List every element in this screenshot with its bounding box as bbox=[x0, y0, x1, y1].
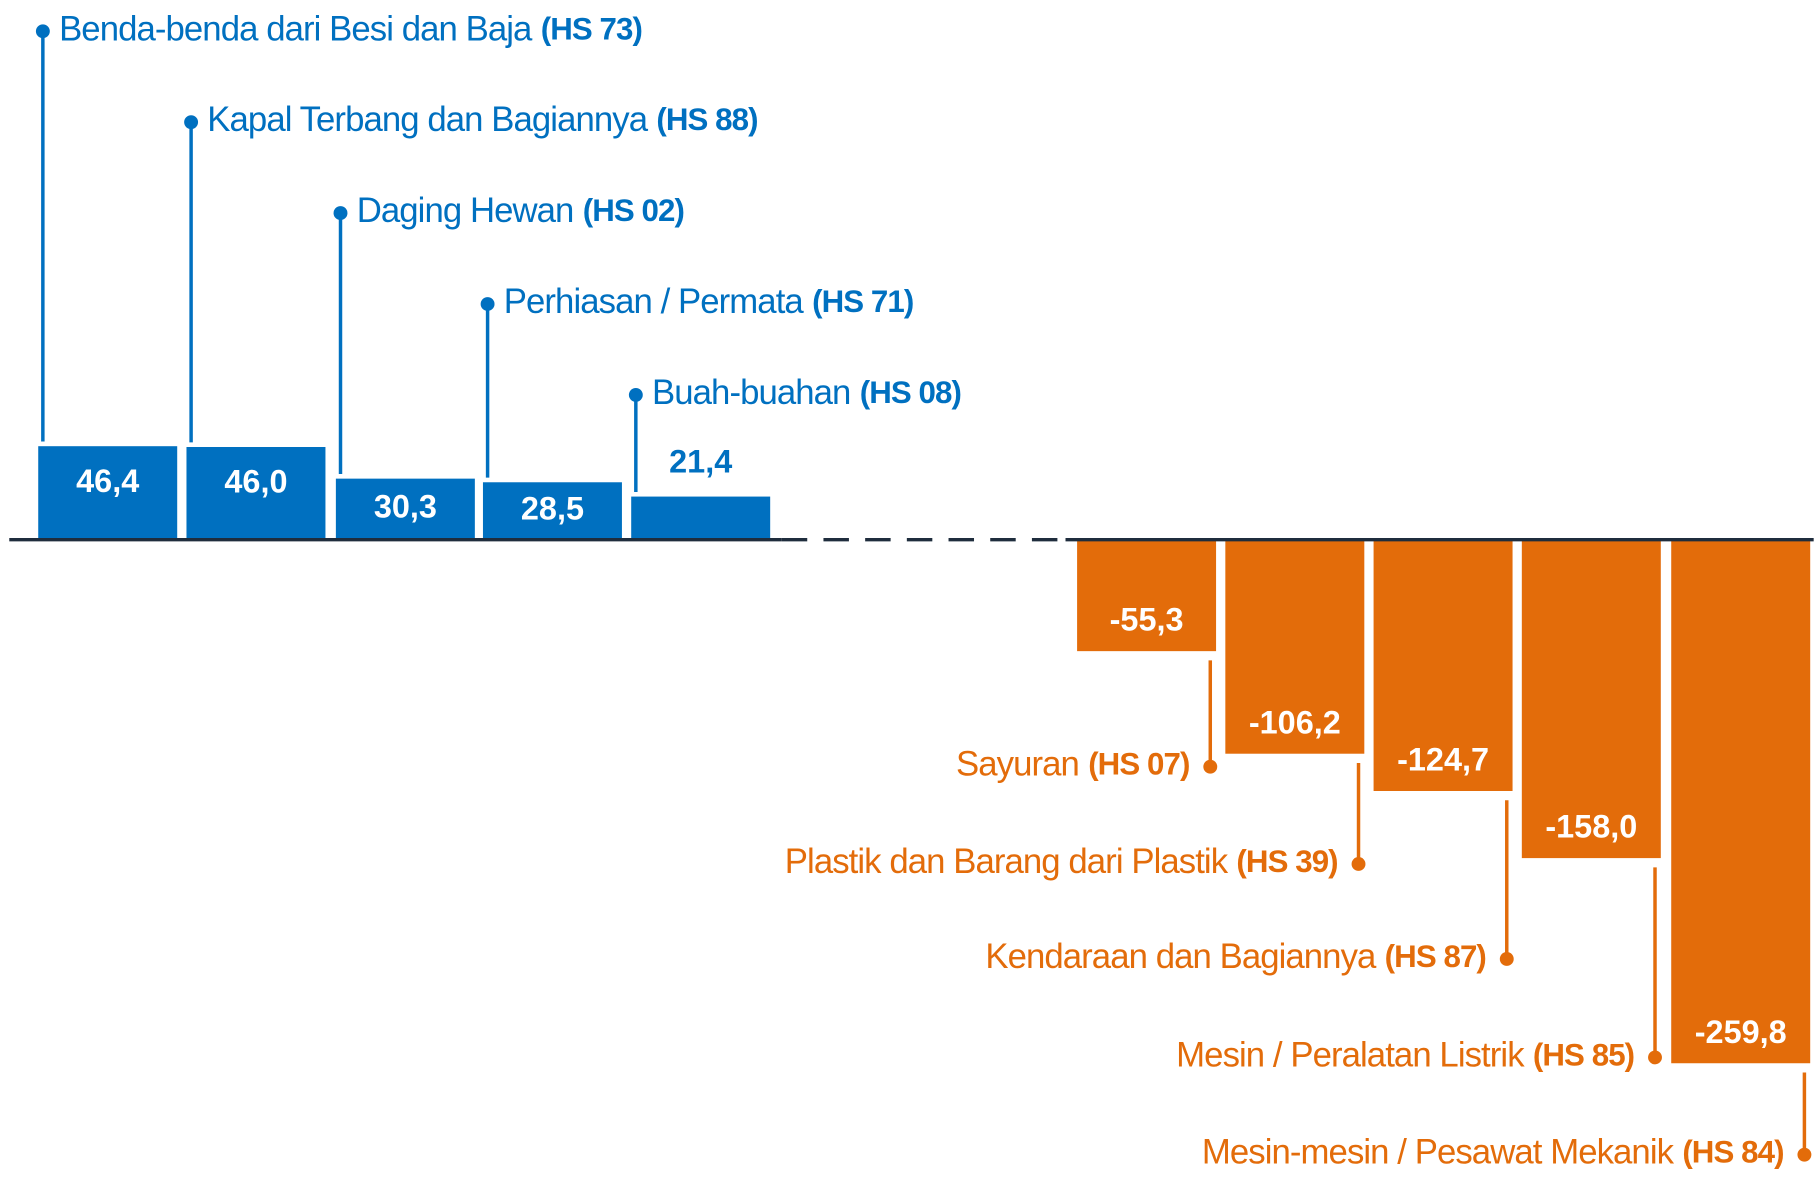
category-label: Perhiasan / Permata (HS 71) bbox=[504, 283, 914, 321]
category-label: Buah-buahan (HS 08) bbox=[652, 374, 961, 412]
leader-dot bbox=[1203, 759, 1218, 774]
value-label: -106,2 bbox=[1249, 704, 1341, 740]
category-name: Daging Hewan bbox=[357, 192, 574, 230]
bar bbox=[186, 447, 326, 540]
value-label: 30,3 bbox=[374, 489, 437, 525]
category-label: Sayuran (HS 07) bbox=[956, 746, 1189, 784]
value-label: -55,3 bbox=[1110, 602, 1184, 638]
leader-dot bbox=[35, 24, 50, 39]
leader-dot bbox=[333, 206, 348, 221]
category-name: Kendaraan dan Bagiannya bbox=[985, 938, 1377, 976]
bar bbox=[1671, 539, 1811, 1064]
category-label: Benda-benda dari Besi dan Baja (HS 73) bbox=[59, 10, 642, 48]
value-label: -158,0 bbox=[1545, 809, 1637, 845]
leader-dot bbox=[1797, 1147, 1812, 1162]
category-code: (HS 02) bbox=[583, 193, 684, 228]
bar bbox=[1521, 539, 1661, 859]
leader-dot bbox=[480, 297, 495, 311]
bar bbox=[38, 446, 178, 540]
category-code: (HS 71) bbox=[812, 284, 913, 319]
category-label: Kapal Terbang dan Bagiannya (HS 88) bbox=[207, 101, 757, 139]
category-label: Plastik dan Barang dari Plastik (HS 39) bbox=[785, 843, 1338, 881]
value-label: -124,7 bbox=[1397, 742, 1489, 778]
value-label: -259,8 bbox=[1695, 1014, 1787, 1050]
category-name: Benda-benda dari Besi dan Baja bbox=[59, 10, 533, 48]
category-name: Mesin-mesin / Pesawat Mekanik bbox=[1202, 1134, 1675, 1172]
leader-dot bbox=[628, 387, 643, 402]
category-label: Daging Hewan (HS 02) bbox=[357, 192, 684, 230]
category-name: Kapal Terbang dan Bagiannya bbox=[207, 101, 648, 139]
leader-dot bbox=[184, 115, 199, 130]
category-code: (HS 39) bbox=[1236, 844, 1337, 879]
bar bbox=[1225, 539, 1365, 754]
bar bbox=[1373, 539, 1513, 791]
bar bbox=[631, 496, 771, 540]
category-label: Mesin / Peralatan Listrik (HS 85) bbox=[1176, 1037, 1634, 1075]
leader-dot bbox=[1499, 952, 1514, 966]
category-label: Mesin-mesin / Pesawat Mekanik (HS 84) bbox=[1202, 1134, 1784, 1172]
value-label: 21,4 bbox=[669, 444, 732, 480]
category-code: (HS 88) bbox=[656, 102, 757, 137]
category-name: Plastik dan Barang dari Plastik bbox=[785, 843, 1229, 881]
category-name: Perhiasan / Permata bbox=[504, 283, 805, 321]
category-name: Sayuran bbox=[956, 746, 1079, 784]
value-label: 28,5 bbox=[521, 491, 584, 527]
category-code: (HS 84) bbox=[1682, 1135, 1783, 1170]
value-label: 46,4 bbox=[76, 463, 139, 499]
category-code: (HS 73) bbox=[541, 12, 642, 47]
category-code: (HS 07) bbox=[1088, 747, 1189, 782]
category-code: (HS 85) bbox=[1533, 1038, 1634, 1073]
bar bbox=[1077, 539, 1217, 652]
category-label: Kendaraan dan Bagiannya (HS 87) bbox=[985, 938, 1486, 976]
category-code: (HS 08) bbox=[860, 375, 961, 410]
category-code: (HS 87) bbox=[1385, 939, 1486, 974]
bar bbox=[482, 482, 622, 540]
leader-dot bbox=[1648, 1050, 1662, 1065]
category-name: Mesin / Peralatan Listrik bbox=[1176, 1037, 1525, 1075]
leader-dot bbox=[1351, 857, 1366, 871]
value-label: 46,0 bbox=[224, 464, 287, 500]
bar bbox=[335, 478, 475, 540]
category-name: Buah-buahan bbox=[652, 374, 850, 412]
